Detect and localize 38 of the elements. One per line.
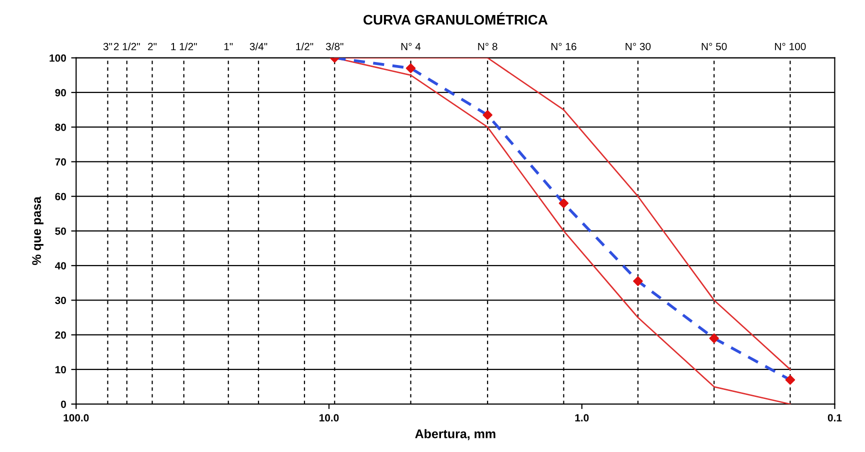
- annotation: 2 1/2": [114, 42, 140, 50]
- annotation: 2": [148, 42, 157, 50]
- annotation: 1 1/2": [171, 42, 197, 50]
- chart-title: CURVA GRANULOMÉTRICA: [364, 12, 548, 25]
- point: [785, 374, 796, 385]
- y-tick-label: 80: [55, 124, 66, 131]
- annotation: N° 50: [702, 42, 727, 50]
- annotation: N° 30: [626, 42, 651, 50]
- annotation: 1/2": [296, 42, 314, 50]
- y-axis-title: % que pasa: [32, 196, 44, 266]
- annotation: N° 100: [775, 42, 806, 50]
- annotation: 3/4": [250, 42, 268, 50]
- annotation: N° 8: [478, 42, 498, 50]
- x-tick-label: 100.0: [64, 414, 89, 422]
- point: [709, 333, 719, 344]
- y-tick-label: 30: [55, 296, 66, 304]
- y-tick-label: 90: [55, 88, 66, 96]
- y-tick-label: 100: [50, 54, 66, 62]
- annotation: N° 16: [551, 42, 576, 50]
- y-tick-label: 40: [54, 262, 66, 270]
- y-tick-label: 60: [55, 192, 66, 200]
- annotation: N° 4: [401, 42, 421, 50]
- point: [558, 198, 569, 208]
- x-axis-title: Abertura, mm: [415, 429, 496, 440]
- annotation: 3/8": [326, 42, 344, 50]
- annotation: 1": [224, 42, 233, 50]
- y-tick-label: 70: [55, 158, 66, 166]
- y-tick-label: 20: [55, 331, 66, 339]
- point: [633, 276, 643, 286]
- x-tick-label: 10.0: [320, 414, 339, 422]
- y-tick-label: 50: [55, 227, 66, 235]
- y-tick-label: 10: [55, 366, 66, 374]
- point: [406, 63, 416, 74]
- y-tick-label: 0: [61, 400, 66, 408]
- annotation: 3": [103, 42, 112, 50]
- x-tick-label: 1.0: [575, 414, 589, 422]
- x-tick-label: 0.1: [828, 414, 842, 422]
- point: [482, 110, 492, 120]
